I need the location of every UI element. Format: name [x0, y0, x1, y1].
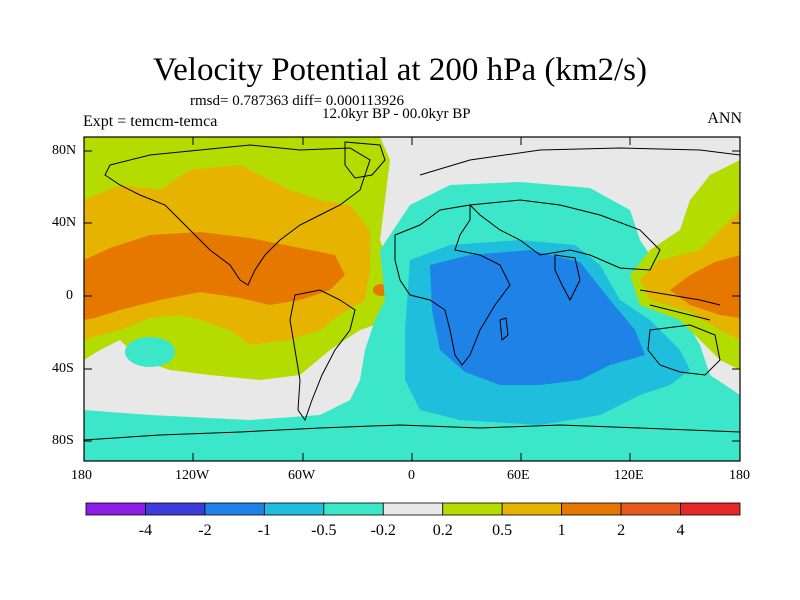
lon-label-60e: 60E [507, 468, 530, 483]
colorbar-swatch-1 [145, 502, 206, 516]
period-subtitle: 12.0kyr BP - 00.0kyr BP [322, 106, 471, 122]
colorbar-swatch-4 [323, 502, 384, 516]
axis-ticks [84, 137, 740, 461]
lon-label-180e: 180 [729, 468, 750, 483]
experiment-label: Expt = temcm-temca [83, 113, 218, 130]
lat-label-0: 0 [66, 288, 73, 303]
colorbar-label-8: 2 [617, 522, 626, 539]
stats-line: rmsd= 0.787363 diff= 0.000113926 [190, 93, 404, 109]
colorbar-swatch-7 [501, 502, 563, 516]
colorbar-label-6: 0.5 [492, 522, 513, 539]
contour-westpacific-core [670, 255, 740, 318]
colorbar-swatch-8 [561, 502, 622, 516]
contour-fill-layer [84, 137, 740, 461]
lon-label-0: 0 [408, 468, 415, 483]
coastlines [84, 141, 740, 441]
map-title: Velocity Potential at 200 hPa (km2/s) [152, 52, 648, 88]
colorbar-swatch-9 [620, 502, 681, 516]
colorbar-swatch-0 [85, 502, 146, 516]
colorbar-swatch-5 [382, 502, 444, 516]
colorbar-label-3: -0.5 [311, 522, 337, 539]
colorbar-swatch-2 [204, 502, 265, 516]
season-label: ANN [707, 110, 742, 127]
lat-label-40s: 40S [52, 361, 74, 376]
colorbar-label-0: -4 [138, 522, 153, 539]
lat-label-80s: 80S [52, 433, 74, 448]
colorbar-swatch-6 [442, 502, 503, 516]
colorbar-label-4: -0.2 [370, 522, 396, 539]
contour-positive-core [84, 232, 345, 320]
lat-label-80n: 80N [52, 143, 77, 158]
lat-label-40n: 40N [52, 215, 77, 230]
lon-label-60w: 60W [288, 468, 316, 483]
lon-label-120w: 120W [175, 468, 210, 483]
colorbar-label-1: -2 [198, 522, 212, 539]
colorbar [85, 502, 741, 516]
colorbar-swatch-10 [680, 502, 741, 516]
colorbar-label-7: 1 [557, 522, 566, 539]
colorbar-label-2: -1 [257, 522, 272, 539]
colorbar-label-9: 4 [676, 522, 685, 539]
lon-label-120e: 120E [614, 468, 644, 483]
colorbar-swatch-3 [263, 502, 325, 516]
contour-negative-core [430, 250, 645, 385]
colorbar-label-5: 0.2 [432, 522, 453, 539]
lon-label-180w: 180 [71, 468, 92, 483]
contour-small-negative [125, 337, 175, 367]
